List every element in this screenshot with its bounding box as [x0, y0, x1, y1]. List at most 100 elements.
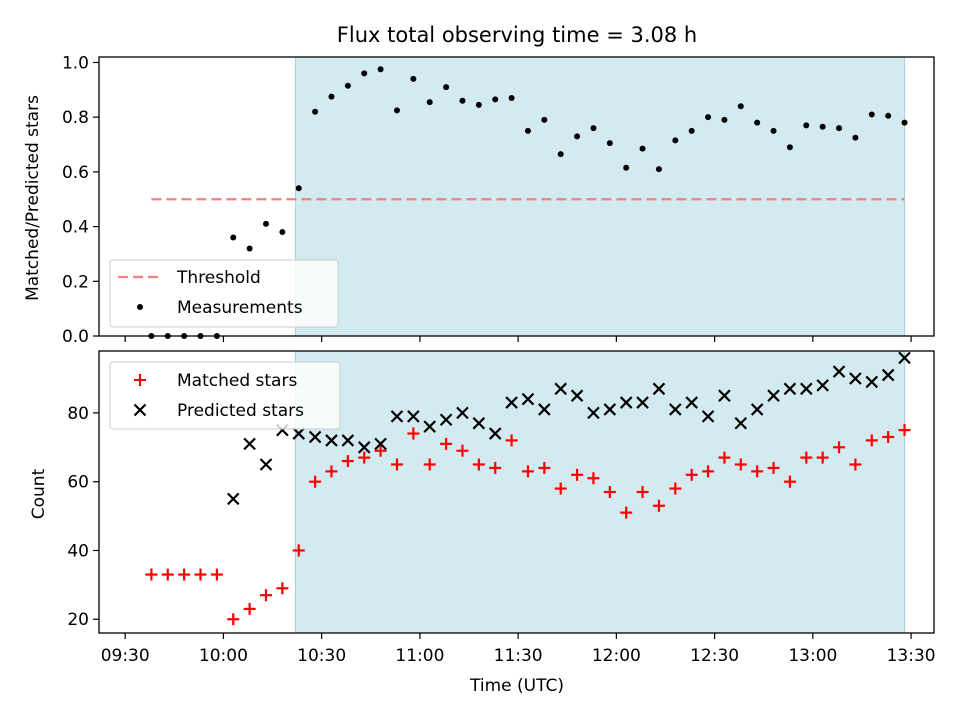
matched-star-point — [161, 568, 174, 581]
x-tick-label: 12:00 — [592, 646, 641, 666]
predicted-star-point — [390, 410, 404, 423]
matched-star-point — [882, 430, 895, 443]
cross-b — [619, 396, 633, 409]
measurement-point — [459, 97, 466, 104]
cross-b — [488, 427, 502, 440]
y-tick-label: 0.8 — [62, 108, 89, 128]
cross-b — [390, 410, 404, 423]
measurement-point — [836, 125, 843, 132]
x-tick-label: 10:00 — [199, 646, 248, 666]
measurement-point — [786, 144, 793, 151]
measurement-point — [328, 93, 335, 100]
observing-window-shade — [295, 351, 905, 633]
cross-b — [259, 458, 273, 471]
cross-b — [800, 382, 813, 396]
y-tick-label: 40 — [67, 541, 89, 561]
measurement-point — [279, 229, 286, 236]
cross-b — [407, 410, 420, 423]
matched-star-point — [456, 444, 469, 457]
predicted-star-point — [767, 389, 780, 402]
cross-b — [226, 492, 240, 506]
matched-star-point — [374, 444, 387, 457]
cross-b — [505, 396, 518, 409]
cross-b — [554, 382, 567, 396]
x-axis-label: Time (UTC) — [469, 676, 564, 696]
measurement-point — [443, 84, 450, 91]
legend-measurement-swatch — [137, 304, 143, 310]
cross-b — [750, 403, 764, 416]
matched-star-point — [702, 465, 715, 478]
measurement-point — [557, 151, 564, 158]
cross-b — [292, 427, 306, 440]
matched-star-point — [554, 482, 567, 495]
matched-star-point — [292, 544, 305, 557]
legend-box — [109, 361, 341, 430]
matched-star-point — [587, 472, 600, 485]
matched-star-point — [325, 465, 338, 478]
predicted-star-point — [570, 389, 584, 402]
matched-star-point — [210, 568, 223, 581]
cross-b — [308, 430, 322, 444]
predicted-star-point — [357, 441, 371, 454]
top-y-axis-label: Matched/Predicted stars — [23, 95, 43, 301]
matched-star-point — [243, 602, 256, 615]
y-tick-label: 80 — [67, 404, 89, 424]
matched-star-point — [816, 451, 829, 464]
matched-star-point — [390, 458, 403, 471]
predicted-star-point — [783, 382, 797, 396]
matched-star-point — [734, 458, 747, 471]
cross-b — [374, 437, 387, 451]
y-tick-label: 1.0 — [62, 53, 89, 73]
predicted-star-point — [341, 434, 355, 447]
measurement-point — [410, 75, 417, 82]
measurement-point — [606, 140, 613, 147]
y-tick-label: 60 — [67, 473, 89, 493]
y-tick-label: 0.6 — [62, 163, 89, 183]
matched-star-point — [865, 434, 878, 447]
matched-star-point — [685, 468, 698, 481]
measurement-point — [705, 114, 712, 121]
predicted-star-point — [423, 420, 437, 433]
legend-matched-label: Matched stars — [177, 371, 297, 391]
matched-star-point — [505, 434, 518, 447]
predicted-star-point — [750, 403, 764, 416]
cross-b — [636, 396, 649, 409]
predicted-star-point — [849, 372, 862, 385]
cross-b — [357, 441, 371, 454]
cross-b — [685, 396, 698, 409]
cross-b — [341, 434, 355, 447]
predicted-star-point — [898, 351, 911, 365]
x-tick-label: 13:00 — [788, 646, 837, 666]
x-tick-label: 11:30 — [494, 646, 543, 666]
matched-star-point — [178, 568, 191, 581]
predicted-star-point — [488, 427, 502, 440]
predicted-star-point — [374, 437, 387, 451]
measurement-point — [868, 111, 875, 118]
matched-star-point — [538, 461, 551, 474]
predicted-star-point — [800, 382, 813, 396]
cross-b — [898, 351, 911, 365]
x-tick-label: 09:30 — [101, 646, 150, 666]
legend-threshold-label: Threshold — [176, 268, 261, 288]
cross-b — [865, 375, 879, 389]
cross-b — [570, 389, 584, 402]
measurement-point — [492, 96, 499, 103]
measurement-point — [393, 107, 400, 114]
legend: Threshold Measurements — [109, 259, 339, 328]
predicted-star-point — [718, 389, 731, 402]
cross-b — [423, 420, 437, 433]
predicted-star-point — [308, 430, 322, 444]
measurement-point — [263, 220, 269, 227]
cross-b — [832, 365, 846, 378]
predicted-star-point — [669, 403, 682, 416]
measurement-point — [639, 145, 646, 152]
matched-star-point — [751, 465, 764, 478]
measurement-point — [721, 116, 728, 123]
cross-b — [669, 403, 682, 416]
predicted-star-point — [538, 403, 551, 416]
measurement-point — [655, 166, 662, 173]
y-tick-label: 20 — [67, 610, 89, 630]
predicted-star-point — [259, 458, 273, 471]
plot-frame — [98, 350, 935, 634]
predicted-star-point — [587, 406, 600, 420]
